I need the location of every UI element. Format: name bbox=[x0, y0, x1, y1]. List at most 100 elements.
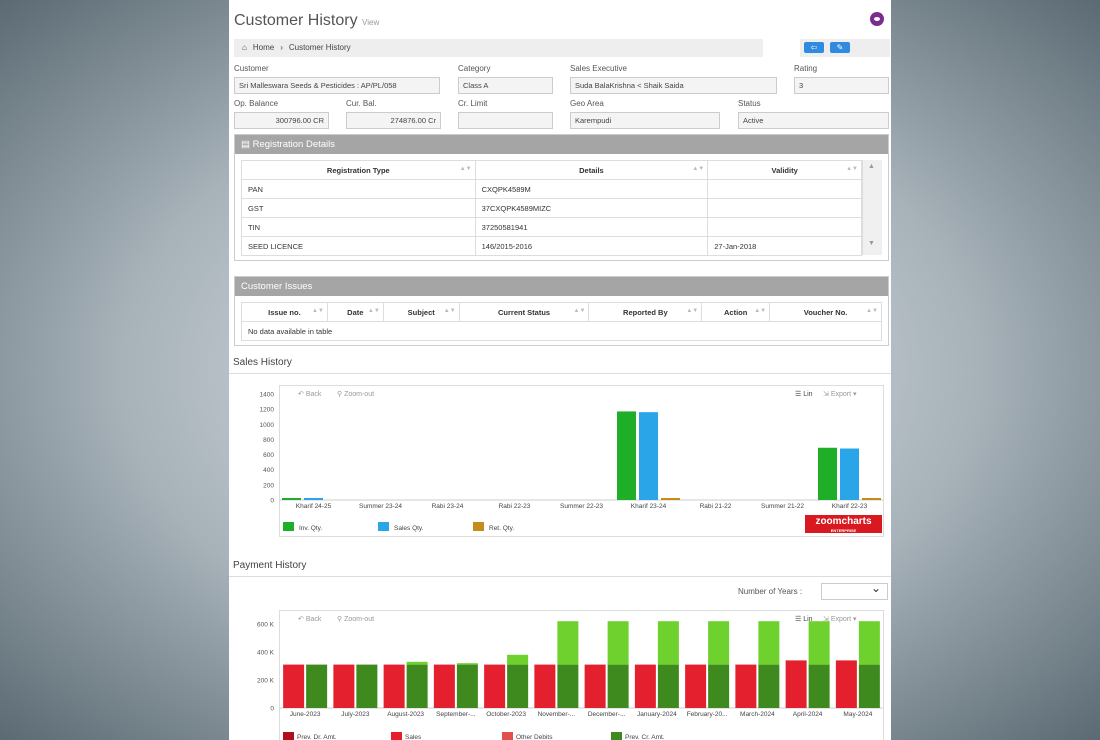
x-tick-label: March-2024 bbox=[740, 711, 775, 718]
sales-history-chart: ↶ Back ⚲ Zoom-out ☰ Lin ⇲ Export ▾ zoomc… bbox=[279, 385, 884, 537]
registration-scrollbar[interactable]: ▲ ▼ bbox=[862, 160, 882, 255]
breadcrumb-separator: › bbox=[280, 43, 283, 52]
scroll-up-icon[interactable]: ▲ bbox=[868, 163, 875, 170]
sales-history-title: Sales History bbox=[233, 357, 292, 368]
customer-field[interactable]: Sri Malleswara Seeds & Pesticides : AP/P… bbox=[234, 77, 440, 94]
x-tick-label: January-2024 bbox=[637, 711, 677, 718]
sales-executive-label: Sales Executive bbox=[570, 64, 627, 73]
legend-swatch bbox=[391, 732, 402, 740]
x-tick-label: Kharif 23-24 bbox=[631, 503, 667, 510]
bar-prev-cr-amt-top bbox=[708, 621, 730, 665]
legend-swatch bbox=[283, 732, 294, 740]
zoom-out-control[interactable]: ⚲ Zoom-out bbox=[337, 616, 375, 623]
bar-sales-qty- bbox=[304, 498, 323, 500]
col-date[interactable]: Date ▲▼ bbox=[326, 302, 384, 322]
op-balance-field[interactable]: 300796.00 CR bbox=[234, 112, 329, 129]
bar-sales-qty- bbox=[840, 448, 859, 500]
bar-prev-cr-amt bbox=[557, 664, 579, 708]
bar-ret-qty- bbox=[661, 498, 680, 500]
bar-prev-cr-amt-top bbox=[406, 661, 428, 665]
table-row: GST 37CXQPK4589MIZC bbox=[241, 198, 862, 218]
table-row: SEED LICENCE 146/2015-2016 27-Jan-2018 bbox=[241, 236, 862, 256]
breadcrumb-home[interactable]: Home bbox=[252, 43, 275, 52]
x-tick-label: October-2023 bbox=[486, 711, 526, 718]
bar-sales bbox=[534, 664, 556, 708]
back-control[interactable]: ↶ Back bbox=[298, 616, 322, 623]
export-control[interactable]: ⇲ Export ▾ bbox=[823, 391, 857, 398]
col-registration-type[interactable]: Registration Type ▲▼ bbox=[241, 160, 476, 180]
y-tick-label: 200 bbox=[263, 482, 274, 489]
legend-swatch bbox=[611, 732, 622, 740]
category-field[interactable]: Class A bbox=[458, 77, 553, 94]
bar-sales-qty- bbox=[639, 412, 658, 500]
zoom-out-control[interactable]: ⚲ Zoom-out bbox=[337, 391, 375, 398]
eye-icon[interactable] bbox=[870, 12, 884, 26]
cur-bal-field[interactable]: 274876.00 Cr bbox=[346, 112, 441, 129]
export-control[interactable]: ⇲ Export ▾ bbox=[823, 616, 857, 623]
years-label: Number of Years : bbox=[738, 587, 803, 596]
x-tick-label: June-2023 bbox=[290, 711, 321, 718]
bar-prev-cr-amt-top bbox=[808, 621, 830, 665]
back-circle-button[interactable]: ⇦ bbox=[804, 42, 824, 53]
bar-prev-cr-amt bbox=[406, 664, 428, 708]
status-label: Status bbox=[738, 99, 761, 108]
legend-label: Other Debits bbox=[516, 734, 553, 740]
lin-control[interactable]: ☰ Lin bbox=[795, 391, 813, 398]
x-tick-label: December-... bbox=[588, 711, 626, 718]
back-control[interactable]: ↶ Back bbox=[298, 391, 322, 398]
bar-sales bbox=[484, 664, 506, 708]
col-action[interactable]: Action ▲▼ bbox=[701, 302, 771, 322]
y-tick-label: 1200 bbox=[260, 407, 275, 414]
legend-label: Prev. Cr. Amt. bbox=[625, 734, 665, 740]
bar-prev-cr-amt bbox=[607, 664, 629, 708]
home-icon: ⌂ bbox=[242, 43, 247, 52]
y-tick-label: 600 bbox=[263, 452, 274, 459]
col-subject[interactable]: Subject ▲▼ bbox=[382, 302, 460, 322]
y-tick-label: 400 bbox=[263, 467, 274, 474]
geo-area-field[interactable]: Karempudi bbox=[570, 112, 720, 129]
issues-panel-header: Customer Issues bbox=[235, 277, 888, 296]
x-tick-label: August-2023 bbox=[387, 711, 424, 718]
col-voucher-no[interactable]: Voucher No. ▲▼ bbox=[769, 302, 882, 322]
zoomcharts-logo: zoomcharts ENTERPRISE bbox=[805, 515, 882, 533]
cr-limit-field[interactable] bbox=[458, 112, 553, 129]
bar-prev-cr-amt-top bbox=[657, 621, 679, 665]
status-field[interactable]: Active bbox=[738, 112, 889, 129]
col-issue-no[interactable]: Issue no. ▲▼ bbox=[241, 302, 328, 322]
col-details[interactable]: Details ▲▼ bbox=[474, 160, 709, 180]
customer-label: Customer bbox=[234, 64, 269, 73]
bar-sales bbox=[584, 664, 606, 708]
divider bbox=[229, 576, 891, 577]
bar-prev-cr-amt bbox=[306, 664, 328, 708]
bar-prev-cr-amt bbox=[507, 664, 529, 708]
years-select[interactable] bbox=[821, 581, 888, 600]
lin-control[interactable]: ☰ Lin bbox=[795, 616, 813, 623]
bar-prev-cr-amt-top bbox=[557, 621, 579, 665]
scroll-down-icon[interactable]: ▼ bbox=[868, 240, 875, 247]
list-icon: ▤ bbox=[241, 139, 250, 150]
registration-title: Registration Details bbox=[252, 139, 335, 150]
bar-sales bbox=[283, 664, 305, 708]
x-tick-label: April-2024 bbox=[793, 711, 823, 718]
x-tick-label: November-... bbox=[538, 711, 576, 718]
col-reported-by[interactable]: Reported By ▲▼ bbox=[588, 302, 703, 322]
bar-inv-qty- bbox=[282, 498, 301, 500]
rating-field[interactable]: 3 bbox=[794, 77, 889, 94]
x-tick-label: Rabi 22-23 bbox=[499, 503, 531, 510]
bar-prev-cr-amt bbox=[356, 664, 378, 708]
edit-button[interactable]: ✎ bbox=[830, 42, 850, 53]
col-validity[interactable]: Validity ▲▼ bbox=[707, 160, 862, 180]
x-tick-label: July-2023 bbox=[341, 711, 370, 718]
action-bar: ⇦ ✎ bbox=[800, 39, 890, 57]
page-subtitle: View bbox=[362, 18, 380, 27]
bar-prev-cr-amt bbox=[808, 664, 830, 708]
legend-swatch bbox=[378, 522, 389, 531]
y-tick-label: 200 K bbox=[257, 678, 275, 685]
bar-sales bbox=[333, 664, 355, 708]
bar-ret-qty- bbox=[862, 498, 881, 500]
bar-sales bbox=[785, 660, 807, 708]
sales-executive-field[interactable]: Suda BalaKrishna < Shaik Saida bbox=[570, 77, 777, 94]
legend-swatch bbox=[283, 522, 294, 531]
y-tick-label: 400 K bbox=[257, 650, 275, 657]
col-current-status[interactable]: Current Status ▲▼ bbox=[458, 302, 590, 322]
